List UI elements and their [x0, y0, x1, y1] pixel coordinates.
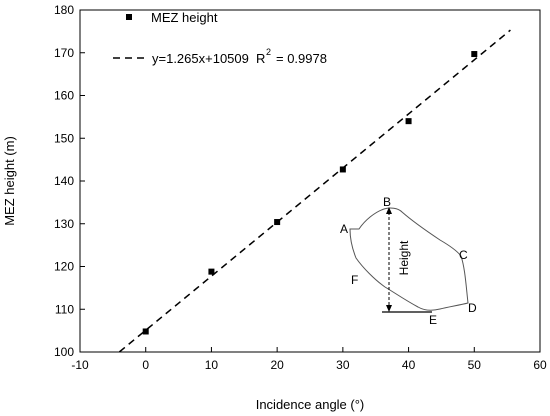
legend-fit-equation: y=1.265x+10509 — [152, 51, 249, 66]
legend-marker-square — [126, 14, 132, 20]
inset-label-f: F — [351, 273, 358, 287]
inset-label-b: B — [383, 195, 391, 209]
legend-series-name: MEZ height — [151, 10, 218, 25]
y-axis-ticks: 100 110 120 130 140 150 160 170 180 — [54, 3, 85, 359]
inset-outline — [349, 207, 469, 311]
data-point — [405, 118, 412, 125]
x-axis-title: Incidence angle (°) — [256, 397, 365, 412]
data-point — [208, 268, 215, 275]
y-axis-title: MEZ height (m) — [2, 136, 17, 226]
inset-label-c: C — [459, 248, 468, 262]
y-tick-label: 110 — [55, 302, 74, 316]
data-points — [142, 51, 478, 335]
y-tick-label: 130 — [54, 217, 74, 231]
x-tick-label: 50 — [468, 358, 482, 372]
legend-r2-label: R — [256, 51, 265, 66]
inset-label-e: E — [429, 313, 437, 327]
y-tick-label: 180 — [54, 3, 74, 17]
y-tick-label: 140 — [54, 174, 74, 188]
x-tick-label: 40 — [402, 358, 416, 372]
fit-line — [118, 29, 511, 353]
inset-label-d: D — [468, 301, 477, 315]
y-tick-label: 150 — [54, 131, 74, 145]
x-tick-label: 0 — [142, 358, 149, 372]
x-axis-ticks: -10 0 10 20 30 40 50 60 — [71, 347, 547, 372]
x-tick-label: 60 — [533, 358, 547, 372]
y-tick-label: 120 — [54, 260, 74, 274]
data-point — [471, 51, 478, 58]
legend: MEZ height y=1.265x+10509 R 2 = 0.9978 — [113, 10, 327, 66]
inset-diagram: Height A B C D E F — [340, 195, 477, 327]
data-point — [274, 219, 281, 226]
x-tick-label: 30 — [336, 358, 350, 372]
x-tick-label: 10 — [205, 358, 219, 372]
y-tick-label: 100 — [54, 345, 74, 359]
inset-label-a: A — [340, 222, 348, 236]
legend-r2-value: = 0.9978 — [276, 51, 327, 66]
inset-arrow-head-top — [386, 207, 392, 214]
data-point — [142, 328, 149, 335]
data-point — [339, 166, 346, 173]
inset-arrow-head-bottom — [386, 305, 392, 312]
y-tick-label: 160 — [54, 89, 74, 103]
x-tick-label: 20 — [270, 358, 284, 372]
y-tick-label: 170 — [54, 46, 74, 60]
inset-height-label: Height — [397, 240, 411, 275]
legend-r2-superscript: 2 — [266, 47, 271, 57]
x-tick-label: -10 — [71, 358, 89, 372]
